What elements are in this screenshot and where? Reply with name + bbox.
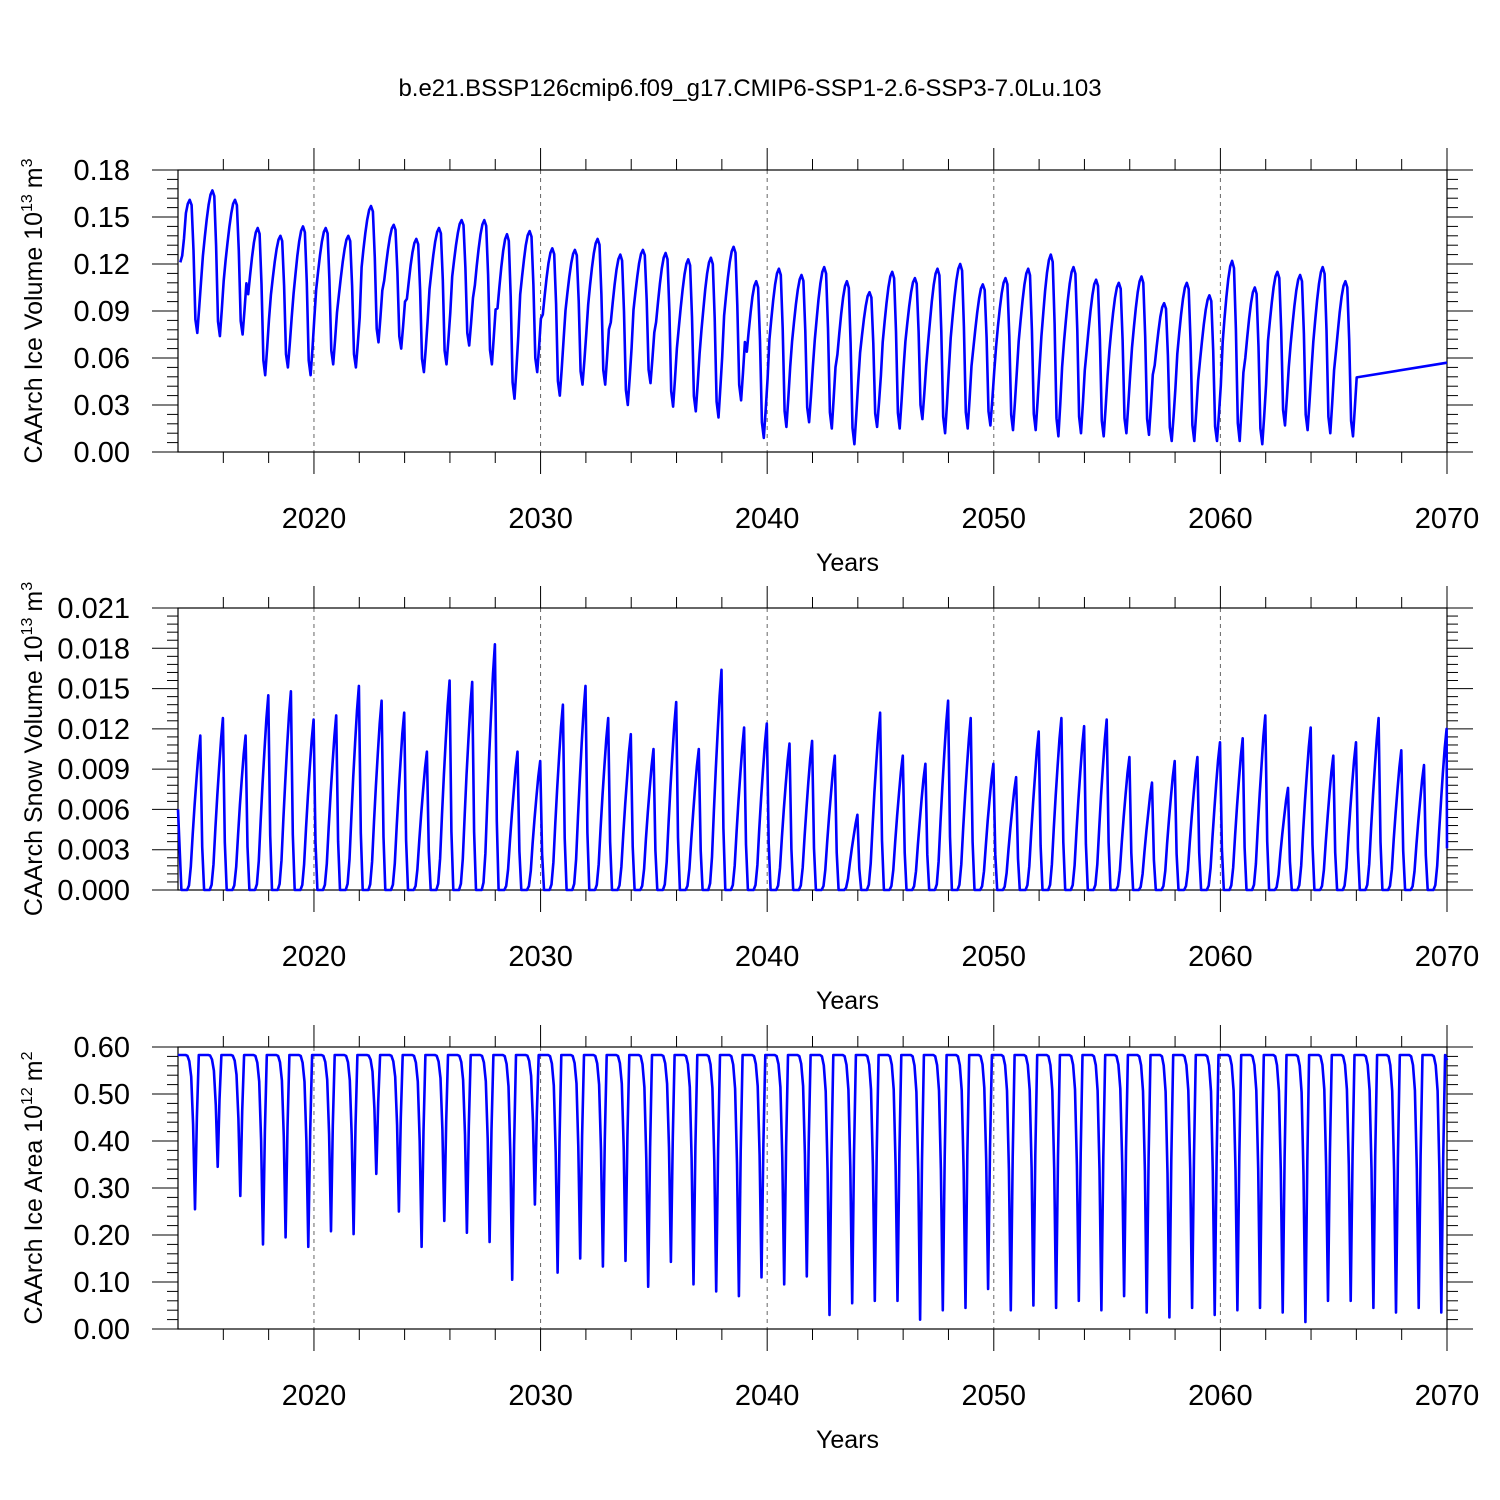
y-tick-label: 0.06 — [74, 343, 130, 375]
y-axis-label-unit-exponent: 2 — [19, 1051, 36, 1060]
y-tick-label: 0.30 — [74, 1173, 130, 1205]
y-tick-label: 0.50 — [74, 1079, 130, 1111]
series-line — [179, 189, 1448, 446]
x-tick-label: 2030 — [508, 941, 573, 973]
y-tick-label: 0.18 — [74, 155, 130, 187]
x-tick-label: 2040 — [735, 941, 800, 973]
y-tick-label: 0.20 — [74, 1220, 130, 1252]
x-tick-label: 2070 — [1415, 941, 1480, 973]
y-tick-label: 0.09 — [74, 296, 130, 328]
y-axis-label-main: CAArch Ice Area 10 — [20, 1105, 48, 1325]
plot-frame — [177, 1046, 1448, 1330]
y-tick-label: 0.10 — [74, 1267, 130, 1299]
y-tick-label: 0.012 — [57, 714, 130, 746]
x-tick-label: 2020 — [282, 1380, 347, 1412]
y-axis-label: CAArch Ice Area 1012 m2 — [19, 1051, 48, 1324]
x-tick-label: 2030 — [508, 503, 573, 535]
figure-title: b.e21.BSSP126cmip6.f09_g17.CMIP6-SSP1-2.… — [398, 75, 1101, 102]
y-axis-label-unit: m — [20, 167, 48, 188]
x-tick-label: 2040 — [735, 503, 800, 535]
x-tick-label: 2070 — [1415, 1380, 1480, 1412]
x-tick-label: 2030 — [508, 1380, 573, 1412]
y-axis-label-main: CAArch Ice Volume 10 — [20, 212, 48, 464]
y-tick-label: 0.021 — [57, 593, 130, 625]
x-tick-label: 2050 — [962, 941, 1027, 973]
y-tick-label: 0.00 — [74, 437, 130, 469]
y-axis-label-unit: m — [20, 591, 48, 612]
y-axis-label: CAArch Ice Volume 1013 m3 — [19, 158, 48, 463]
x-tick-label: 2020 — [282, 503, 347, 535]
y-axis-label: CAArch Snow Volume 1013 m3 — [19, 582, 48, 916]
y-axis-label-unit-exponent: 3 — [19, 582, 36, 591]
x-axis-label: Years — [816, 987, 879, 1015]
y-tick-label: 0.006 — [57, 794, 130, 826]
x-tick-label: 2050 — [962, 1380, 1027, 1412]
x-tick-label: 2020 — [282, 941, 347, 973]
x-axis-label: Years — [816, 1426, 879, 1454]
y-tick-label: 0.009 — [57, 754, 130, 786]
y-axis-label-unit-exponent: 3 — [19, 158, 36, 167]
y-tick-label: 0.40 — [74, 1126, 130, 1158]
y-tick-label: 0.60 — [74, 1032, 130, 1064]
x-tick-label: 2040 — [735, 1380, 800, 1412]
x-axis-label: Years — [816, 549, 879, 577]
y-tick-label: 0.015 — [57, 674, 130, 706]
x-tick-label: 2050 — [962, 503, 1027, 535]
x-tick-label: 2060 — [1188, 1380, 1253, 1412]
snow-volume-panel: 2020 2030 2040 2050 2060 2070 0.000 0.003 0.006 0… — [19, 582, 1479, 1015]
ice-volume-panel: 2020 2030 2040 2050 2060 2070 0.00 0.03 0.06 0.09… — [19, 148, 1479, 577]
x-tick-label: 2060 — [1188, 503, 1253, 535]
y-tick-label: 0.15 — [74, 202, 130, 234]
y-tick-label: 0.00 — [74, 1314, 130, 1346]
y-axis-label-exponent: 13 — [19, 618, 36, 636]
y-axis-label-unit: m — [20, 1060, 48, 1081]
y-tick-label: 0.018 — [57, 633, 130, 665]
y-axis-label-main: CAArch Snow Volume 10 — [20, 635, 48, 916]
plot-frame — [177, 169, 1448, 453]
x-tick-label: 2060 — [1188, 941, 1253, 973]
series-line — [178, 1053, 1449, 1324]
y-axis-label-exponent: 12 — [19, 1087, 36, 1105]
y-tick-label: 0.000 — [57, 875, 130, 907]
y-tick-label: 0.003 — [57, 835, 130, 867]
y-tick-label: 0.03 — [74, 390, 130, 422]
y-tick-label: 0.12 — [74, 249, 130, 281]
series-line — [176, 643, 1449, 892]
y-axis-label-exponent: 13 — [19, 194, 36, 212]
ice-area-panel: 2020 2030 2040 2050 2060 2070 0.00 0.10 0.20 0.30… — [19, 1025, 1479, 1454]
x-tick-label: 2070 — [1415, 503, 1480, 535]
